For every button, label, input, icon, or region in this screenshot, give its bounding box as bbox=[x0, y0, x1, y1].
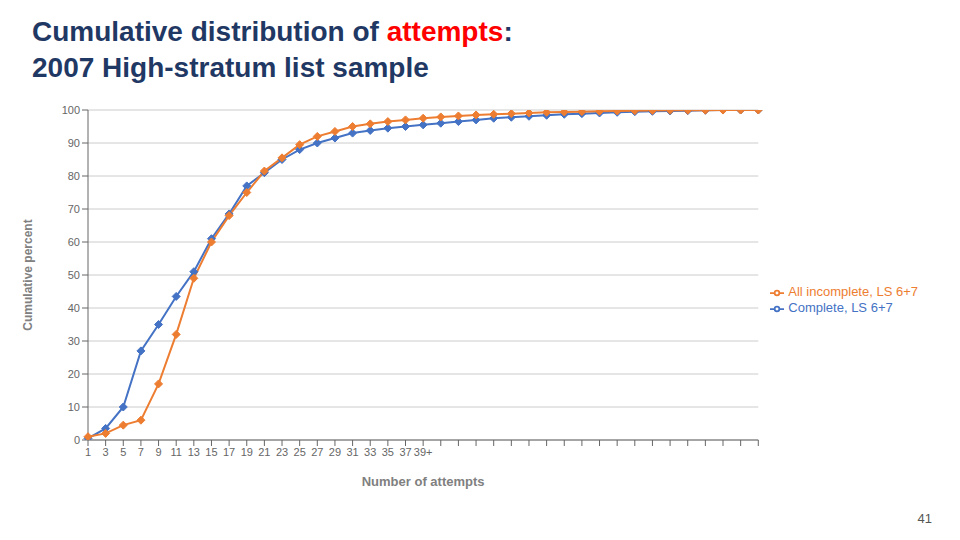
svg-text:3: 3 bbox=[103, 446, 109, 458]
html-text:Cumulative distribution of att: Cumulative distribution of attempts: bbox=[32, 16, 513, 47]
svg-text:21: 21 bbox=[258, 446, 270, 458]
svg-text:37: 37 bbox=[399, 446, 411, 458]
svg-text:31: 31 bbox=[346, 446, 358, 458]
svg-text:40: 40 bbox=[68, 302, 80, 314]
svg-text:20: 20 bbox=[68, 368, 80, 380]
svg-text:17: 17 bbox=[223, 446, 235, 458]
svg-text:19: 19 bbox=[241, 446, 253, 458]
svg-text:30: 30 bbox=[68, 335, 80, 347]
svg-text:29: 29 bbox=[329, 446, 341, 458]
svg-text:33: 33 bbox=[364, 446, 376, 458]
svg-text:7: 7 bbox=[138, 446, 144, 458]
svg-text:60: 60 bbox=[68, 236, 80, 248]
svg-text:35: 35 bbox=[382, 446, 394, 458]
svg-text:90: 90 bbox=[68, 137, 80, 149]
svg-text:Cumulative percent: Cumulative percent bbox=[21, 219, 35, 330]
svg-text:25: 25 bbox=[294, 446, 306, 458]
html-text:All incomplete, LS 6+7: All incomplete, LS 6+7 bbox=[788, 284, 918, 300]
svg-text:15: 15 bbox=[205, 446, 217, 458]
svg-text:Number of attempts: Number of attempts bbox=[362, 474, 485, 489]
svg-text:100: 100 bbox=[62, 104, 80, 116]
svg-text:11: 11 bbox=[170, 446, 181, 458]
html-text:Complete, LS 6+7: Complete, LS 6+7 bbox=[788, 300, 893, 315]
svg-text:70: 70 bbox=[68, 203, 80, 215]
svg-text:13: 13 bbox=[188, 446, 200, 458]
html-text:2007 High-stratum list sample: 2007 High-stratum list sample bbox=[32, 52, 429, 83]
svg-text:10: 10 bbox=[68, 401, 80, 413]
svg-text:39+: 39+ bbox=[414, 446, 433, 458]
svg-text:23: 23 bbox=[276, 446, 288, 458]
svg-text:50: 50 bbox=[68, 269, 80, 281]
svg-text:27: 27 bbox=[311, 446, 323, 458]
svg-text:0: 0 bbox=[74, 434, 80, 446]
svg-text:80: 80 bbox=[68, 170, 80, 182]
html-text:41: 41 bbox=[917, 511, 932, 526]
svg-text:9: 9 bbox=[155, 446, 161, 458]
svg-text:5: 5 bbox=[120, 446, 126, 458]
svg-text:1: 1 bbox=[85, 446, 91, 458]
